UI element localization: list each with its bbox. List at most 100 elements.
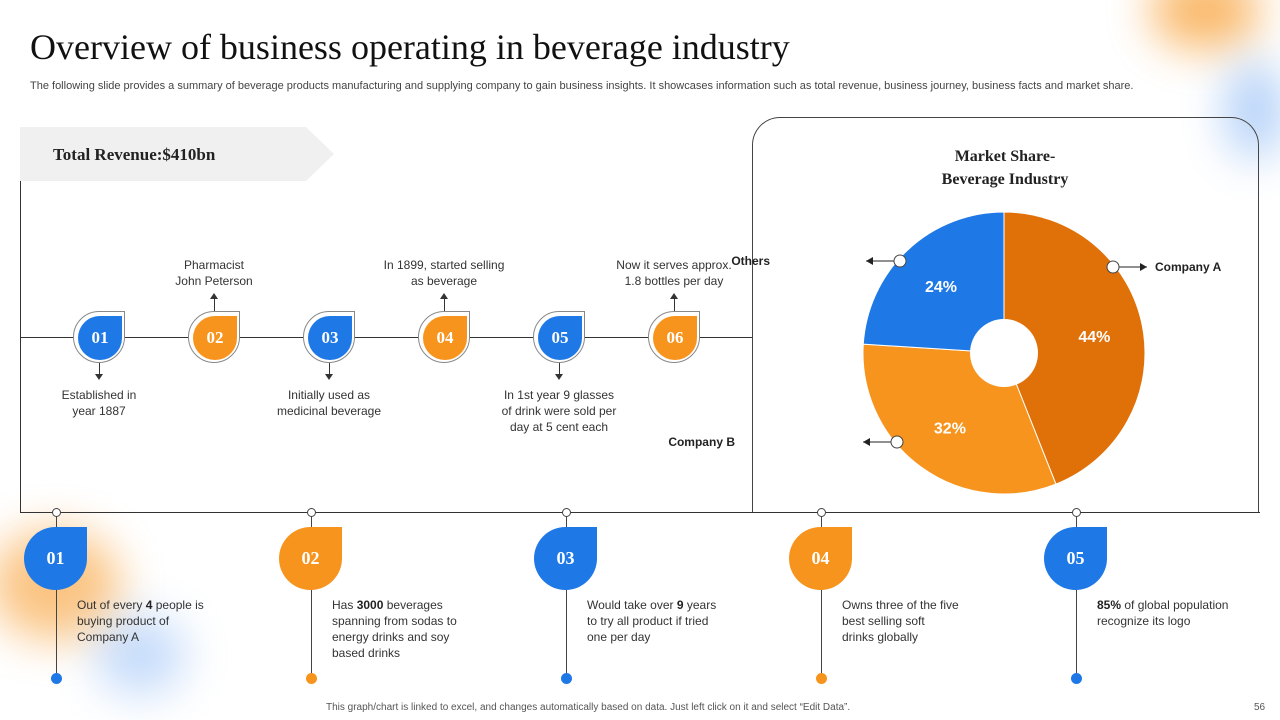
- timeline-marker-06: 06: [648, 311, 700, 363]
- fact-text-line: recognize its logo: [1097, 613, 1272, 629]
- callout-arrow-icon: [863, 438, 870, 446]
- fact-text-segment: recognize its logo: [1097, 614, 1191, 628]
- timeline-marker-fill: [78, 316, 122, 360]
- callout-anchor-dot: [893, 254, 907, 268]
- pie-legend-others: Others: [731, 254, 770, 268]
- fact-marker-number: 05: [1066, 548, 1085, 568]
- arrow-head-icon: [670, 293, 678, 299]
- timeline-marker-02: 02: [188, 311, 240, 363]
- fact-text-line: to try all product if tried: [587, 613, 762, 629]
- fact-text-01: Out of every 4 people is buying product o…: [77, 597, 252, 645]
- fact-text-segment: based drinks: [332, 646, 401, 660]
- footer-note: This graph/chart is linked to excel, and…: [326, 702, 851, 713]
- timeline-marker-01: 01: [73, 311, 125, 363]
- fact-text-line: one per day: [587, 629, 762, 645]
- timeline-arrow-stem: [329, 363, 330, 375]
- timeline-arrow-stem: [99, 363, 100, 375]
- fact-text-line: Owns three of the five: [842, 597, 1017, 613]
- arrow-head-icon: [95, 374, 103, 380]
- fact-text-segment: drinks globally: [842, 630, 919, 644]
- fact-text-line: buying product of: [77, 613, 252, 629]
- timeline-text-03: Initially used as medicinal beverage: [254, 387, 404, 419]
- fact-connector-line: [566, 516, 567, 678]
- timeline-marker-03: 03: [303, 311, 355, 363]
- fact-highlight-number: 9: [676, 598, 684, 612]
- timeline-marker-fill: [423, 316, 467, 360]
- fact-text-segment: spanning from sodas to: [332, 614, 457, 628]
- bottom-border-line: [20, 512, 1260, 513]
- timeline-text-line: medicinal beverage: [276, 404, 382, 418]
- fact-text-line: based drinks: [332, 645, 507, 661]
- fact-end-dot: [561, 673, 572, 684]
- fact-text-segment: years: [683, 598, 717, 612]
- timeline-text-line: In 1899, started selling: [383, 258, 505, 272]
- timeline-text-line: 1.8 bottles per day: [624, 274, 724, 288]
- timeline-marker-number: 06: [666, 328, 684, 347]
- timeline-marker-number: 01: [91, 328, 109, 347]
- timeline-text-line: Established in: [61, 388, 137, 402]
- revenue-banner: Total Revenue:$410bn: [20, 127, 334, 181]
- timeline-text-line: year 1887: [72, 404, 126, 418]
- page-title: Overview of business operating in bevera…: [30, 27, 790, 67]
- timeline-marker-number: 05: [551, 328, 569, 347]
- timeline-arrow-stem: [674, 299, 675, 311]
- page-number: 56: [1254, 702, 1266, 713]
- fact-marker-05: 05: [1044, 527, 1107, 590]
- fact-highlight-number: 4: [145, 598, 153, 612]
- fact-text-segment: beverages: [383, 598, 443, 612]
- timeline-text-01: Established in year 1887: [24, 387, 174, 419]
- decor-blob-top-right: [1150, 0, 1260, 50]
- timeline-text-line: Now it serves approx.: [616, 258, 732, 272]
- arrow-head-icon: [555, 374, 563, 380]
- fact-text-segment: energy drinks and soy: [332, 630, 450, 644]
- timeline-text-06: Now it serves approx. 1.8 bottles per day: [599, 257, 749, 289]
- timeline-marker-fill: [308, 316, 352, 360]
- timeline-text-04: In 1899, started selling as beverage: [369, 257, 519, 289]
- callout-anchor-dot: [890, 435, 904, 449]
- fact-marker-number: 01: [46, 548, 65, 568]
- pie-chart-title: Market Share- Beverage Industry: [880, 145, 1130, 191]
- fact-marker-01: 01: [24, 527, 87, 590]
- callout-anchor-dot: [1106, 260, 1120, 274]
- timeline-axis: [20, 337, 752, 338]
- fact-text-line: energy drinks and soy: [332, 629, 507, 645]
- pie-center-hole: [970, 319, 1038, 387]
- arrow-head-icon: [325, 374, 333, 380]
- fact-end-dot: [306, 673, 317, 684]
- callout-arrow-icon: [866, 257, 873, 265]
- fact-connector-line: [311, 516, 312, 678]
- fact-text-line: best selling soft: [842, 613, 1017, 629]
- arrow-head-icon: [440, 293, 448, 299]
- fact-end-dot: [51, 673, 62, 684]
- timeline-marker-05: 05: [533, 311, 585, 363]
- market-share-panel: [752, 117, 1259, 512]
- timeline-marker-number: 02: [206, 328, 224, 347]
- timeline-arrow-stem: [214, 299, 215, 311]
- fact-text-segment: one per day: [587, 630, 651, 644]
- fact-highlight-number: 85%: [1097, 598, 1122, 612]
- market-share-pie-chart: 44% 32% 24%: [862, 211, 1147, 495]
- fact-connector-line: [56, 516, 57, 678]
- fact-text-line: Company A: [77, 629, 252, 645]
- fact-text-segment: to try all product if tried: [587, 614, 709, 628]
- fact-marker-number: 04: [811, 548, 830, 568]
- pie-legend-company-a: Company A: [1155, 260, 1222, 274]
- pie-title-line-1: Market Share-: [954, 148, 1056, 165]
- pie-title-line-2: Beverage Industry: [941, 171, 1069, 188]
- pie-value-label: 44%: [1078, 329, 1110, 346]
- timeline-text-line: Initially used as: [287, 388, 371, 402]
- timeline-arrow-stem: [444, 299, 445, 311]
- fact-text-segment: Has: [332, 598, 357, 612]
- page-subtitle: The following slide provides a summary o…: [30, 80, 1134, 92]
- pie-legend-company-b: Company B: [668, 435, 735, 449]
- fact-connector-line: [1076, 516, 1077, 678]
- timeline-arrow-stem: [559, 363, 560, 375]
- fact-text-segment: Owns three of the five: [842, 598, 959, 612]
- fact-text-segment: Would take over: [587, 598, 677, 612]
- fact-end-dot: [816, 673, 827, 684]
- fact-text-line: drinks globally: [842, 629, 1017, 645]
- timeline-text-line: day at 5 cent each: [509, 420, 609, 434]
- fact-highlight-number: 3000: [356, 598, 384, 612]
- fact-text-segment: Out of every: [77, 598, 146, 612]
- timeline-text-line: as beverage: [410, 274, 478, 288]
